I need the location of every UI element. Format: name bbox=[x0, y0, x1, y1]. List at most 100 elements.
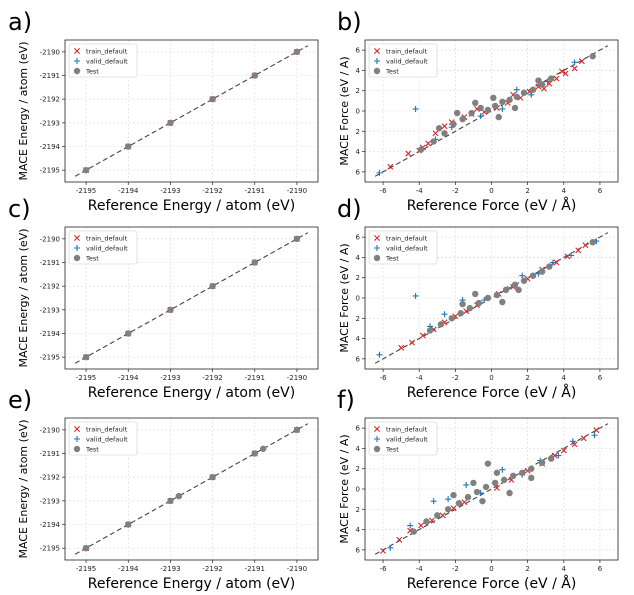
data-point bbox=[547, 75, 555, 82]
data-point bbox=[538, 459, 546, 466]
legend-label: Test bbox=[85, 254, 99, 262]
panel-label: e) bbox=[8, 386, 32, 414]
x-tick-label: 4 bbox=[562, 565, 567, 573]
data-point bbox=[430, 138, 437, 145]
data-point bbox=[475, 299, 483, 307]
legend-label: Test bbox=[385, 254, 399, 262]
legend-marker bbox=[373, 254, 381, 262]
legend-marker bbox=[74, 235, 80, 241]
y-tick-label: -2194 bbox=[40, 143, 61, 151]
legend-box bbox=[368, 230, 438, 265]
legend-marker bbox=[374, 426, 380, 432]
x-tick-label: -2194 bbox=[118, 187, 139, 195]
data-point bbox=[569, 438, 576, 445]
data-point bbox=[468, 109, 475, 117]
x-axis-label: Reference Energy / atom (eV) bbox=[88, 576, 295, 592]
data-point bbox=[441, 130, 448, 137]
x-tick-label: -2191 bbox=[245, 187, 265, 195]
data-point bbox=[448, 315, 455, 322]
axes-frame bbox=[64, 417, 319, 561]
y-tick-label: 4 bbox=[356, 254, 361, 262]
data-point bbox=[506, 96, 513, 104]
data-point bbox=[407, 522, 414, 529]
data-point bbox=[426, 327, 434, 334]
data-point bbox=[259, 445, 267, 452]
data-point bbox=[459, 115, 466, 123]
x-tick-label: 6 bbox=[598, 565, 603, 573]
x-tick-label: -2190 bbox=[287, 374, 307, 382]
data-point bbox=[82, 544, 90, 552]
legend: train_default valid_default Test bbox=[368, 230, 438, 265]
x-tick-label: 6 bbox=[598, 187, 603, 195]
data-point bbox=[547, 455, 555, 462]
data-point bbox=[398, 344, 405, 351]
data-point bbox=[376, 351, 383, 358]
legend: train_default valid_default Test bbox=[368, 43, 438, 78]
x-tick-label: -2192 bbox=[202, 374, 222, 382]
data-point bbox=[544, 78, 551, 85]
data-point bbox=[520, 277, 528, 284]
y-tick-label: 2 bbox=[356, 274, 360, 282]
data-point bbox=[580, 435, 587, 442]
data-point bbox=[441, 123, 448, 130]
data-point bbox=[412, 292, 419, 299]
legend-label: train_default bbox=[386, 425, 428, 433]
x-tick-label: 4 bbox=[562, 374, 567, 382]
x-tick-label: -2195 bbox=[76, 187, 96, 195]
y-axis-label: MACE Energy / atom (eV) bbox=[17, 41, 30, 180]
legend-box bbox=[68, 43, 138, 78]
x-tick-label: 6 bbox=[598, 374, 603, 382]
y-tick-label: -2193 bbox=[40, 306, 60, 314]
data-point bbox=[499, 98, 506, 106]
data-point bbox=[558, 68, 565, 75]
x-axis-label: Reference Energy / atom (eV) bbox=[88, 385, 295, 401]
y-tick-label: -2195 bbox=[40, 354, 60, 362]
data-point bbox=[491, 479, 499, 487]
x-tick-label: -2193 bbox=[160, 187, 180, 195]
data-point bbox=[209, 282, 216, 290]
x-tick-label: -2192 bbox=[202, 187, 222, 195]
data-point bbox=[445, 496, 452, 503]
x-tick-label: -2195 bbox=[76, 374, 96, 382]
data-point bbox=[591, 432, 598, 439]
data-point bbox=[425, 140, 432, 147]
y-tick-label: -2195 bbox=[40, 167, 60, 175]
data-point bbox=[477, 113, 484, 120]
data-point bbox=[434, 512, 441, 519]
y-tick-label: 4 bbox=[356, 148, 361, 156]
data-point bbox=[495, 113, 502, 121]
data-point bbox=[167, 497, 174, 505]
data-point bbox=[396, 536, 403, 543]
data-point bbox=[529, 86, 537, 93]
legend-marker bbox=[373, 67, 381, 75]
legend-marker bbox=[373, 445, 381, 453]
legend-marker bbox=[73, 445, 81, 453]
legend-marker bbox=[73, 67, 81, 75]
y-tick-label: 2 bbox=[356, 315, 360, 323]
data-point bbox=[479, 497, 486, 505]
x-tick-label: -2194 bbox=[118, 374, 139, 382]
series-test bbox=[82, 48, 301, 174]
legend: train_default valid_default Test bbox=[68, 230, 138, 265]
series-test bbox=[82, 426, 301, 552]
legend-marker bbox=[374, 235, 380, 241]
parity-line bbox=[374, 232, 609, 364]
data-point bbox=[376, 169, 383, 176]
data-point bbox=[582, 242, 589, 249]
data-point bbox=[589, 239, 596, 246]
y-tick-label: 4 bbox=[356, 335, 361, 343]
legend-label: valid_default bbox=[86, 435, 128, 443]
y-tick-label: 6 bbox=[356, 355, 361, 363]
legend-marker bbox=[74, 426, 80, 432]
x-axis-label: Reference Force (eV / Å) bbox=[407, 197, 577, 214]
data-point bbox=[419, 332, 426, 339]
data-point bbox=[571, 65, 578, 72]
data-point bbox=[408, 339, 415, 346]
data-point bbox=[251, 259, 258, 266]
data-point bbox=[562, 70, 569, 77]
y-tick-label: 4 bbox=[356, 526, 361, 534]
y-tick-label: -2193 bbox=[40, 497, 60, 505]
data-point bbox=[528, 91, 535, 98]
panel-label: a) bbox=[8, 8, 32, 36]
